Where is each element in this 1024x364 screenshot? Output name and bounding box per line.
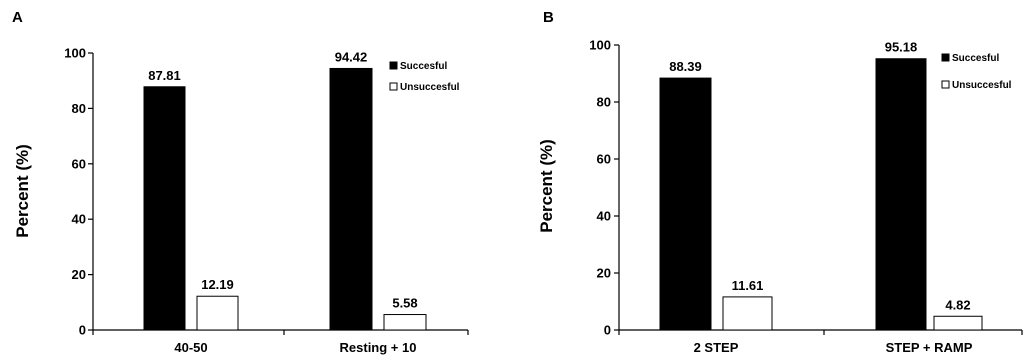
bar-unsuccessful <box>383 314 427 331</box>
panel-letter: B <box>543 9 554 26</box>
y-tick-label: 40 <box>597 209 611 224</box>
bar-successful <box>329 67 373 331</box>
legend-swatch <box>389 61 398 70</box>
bar-unsuccessful <box>196 295 239 331</box>
y-tick-label: 100 <box>64 46 86 61</box>
y-tick-label: 100 <box>589 38 611 53</box>
bar-successful <box>659 77 712 331</box>
bar-unsuccessful <box>722 296 773 331</box>
x-category-label: 40-50 <box>174 340 207 355</box>
bar-successful <box>143 86 186 331</box>
chart-panel-a: A Percent (%) 0 20 40 60 80 100 87.81 12.19 40-50 9… <box>12 9 469 355</box>
legend-swatch <box>941 80 950 89</box>
legend-label: Succesful <box>400 61 447 72</box>
data-label: 87.81 <box>148 68 181 83</box>
legend-swatch <box>941 53 950 62</box>
y-tick-label: 0 <box>604 323 611 338</box>
data-label: 94.42 <box>335 49 368 64</box>
legend-label: Unsuccesful <box>952 80 1012 91</box>
y-tick-label: 20 <box>597 266 611 281</box>
x-category-label: 2 STEP <box>694 340 739 355</box>
y-tick-label: 60 <box>72 156 86 171</box>
data-label: 95.18 <box>885 40 918 55</box>
y-tick-label: 20 <box>72 267 86 282</box>
chart-panel-b: B Percent (%) 0 20 40 60 80 100 88.39 11.61 2 STEP… <box>537 9 1023 355</box>
y-axis-label: Percent (%) <box>13 144 32 238</box>
bar-unsuccessful <box>933 315 983 331</box>
bar-successful <box>875 58 927 331</box>
y-tick-label: 40 <box>72 212 86 227</box>
x-category-label: STEP + RAMP <box>886 340 973 355</box>
data-label: 5.58 <box>392 296 417 311</box>
data-label: 88.39 <box>669 59 702 74</box>
panel-letter: A <box>12 9 23 26</box>
y-axis-label: Percent (%) <box>537 139 556 233</box>
legend-swatch <box>389 82 398 91</box>
y-tick-label: 60 <box>597 152 611 167</box>
x-category-label: Resting + 10 <box>340 340 417 355</box>
data-label: 11.61 <box>732 278 764 293</box>
legend-label: Unsuccesful <box>400 82 460 93</box>
legend-label: Succesful <box>952 53 999 64</box>
data-label: 4.82 <box>945 297 970 312</box>
data-label: 12.19 <box>201 277 234 292</box>
y-tick-label: 80 <box>72 101 86 116</box>
y-tick-label: 80 <box>597 95 611 110</box>
y-tick-label: 0 <box>79 323 86 338</box>
